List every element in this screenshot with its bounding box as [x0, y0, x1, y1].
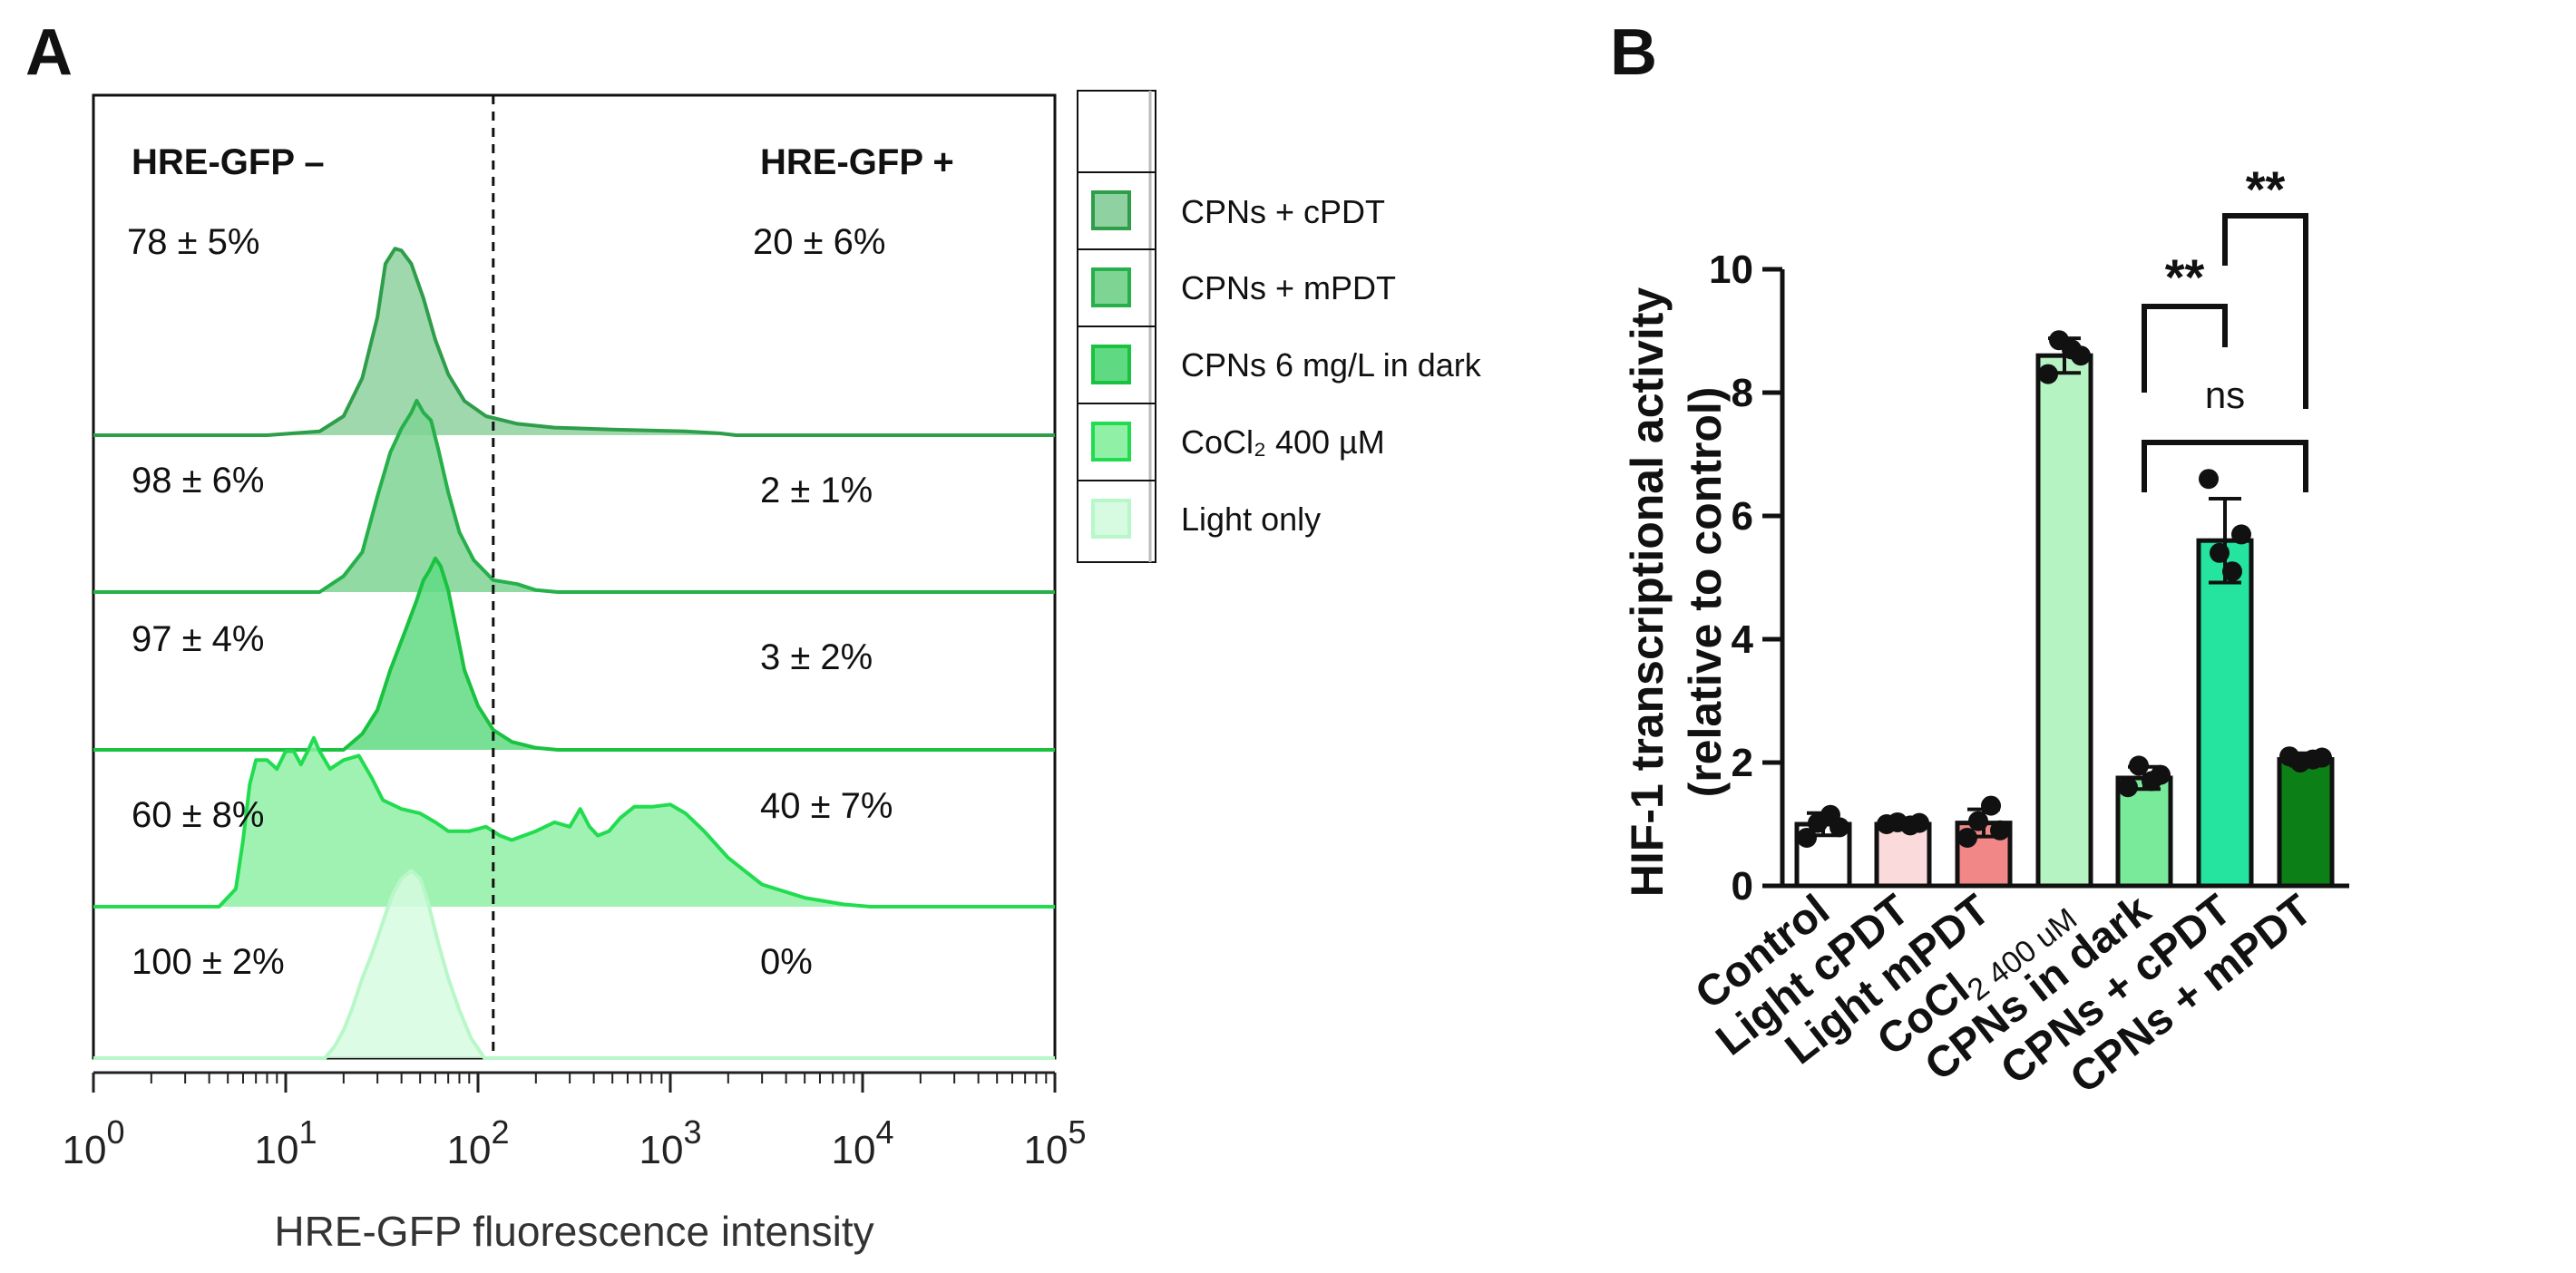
data-point: [1909, 812, 1929, 833]
data-point: [1990, 820, 2010, 841]
significance-label: **: [2246, 160, 2286, 218]
x-tick-label: 101: [255, 1113, 317, 1172]
y-tick-label: 6: [1732, 494, 1753, 539]
bar-6: [2196, 538, 2254, 889]
histogram-layers: [93, 247, 1055, 1060]
histogram-3: [93, 556, 1055, 752]
histogram-2: [93, 398, 1055, 594]
stat-neg-light: 100 ± 2%: [132, 942, 285, 982]
panel-b-significance: ** ** ns: [2142, 160, 2308, 492]
legend-label-cpdt: CPNs + cPDT: [1181, 193, 1385, 230]
legend-label-light: Light only: [1181, 500, 1321, 538]
gate-negative-label: HRE-GFP –: [132, 142, 325, 182]
data-point: [1830, 817, 1849, 838]
x-tick-label: 100: [63, 1113, 125, 1172]
legend-swatch-cocl2: [1091, 422, 1131, 462]
x-tick-label: 103: [639, 1113, 702, 1172]
data-point: [2210, 542, 2230, 563]
panel-b-bar-chart: HIF-1 transcriptional activity (relative…: [1622, 160, 2349, 1103]
stat-pos-dark: 3 ± 2%: [760, 637, 873, 677]
bar-4: [2035, 353, 2093, 889]
y-tick-label: 4: [1732, 617, 1754, 662]
x-tick-label: 104: [832, 1113, 894, 1172]
legend-swatch-mpdt: [1091, 267, 1131, 307]
histogram-1: [93, 247, 1055, 437]
data-point: [2312, 747, 2332, 768]
data-point: [2038, 364, 2058, 384]
legend-label-dark: CPNs 6 mg/L in dark: [1181, 346, 1482, 384]
histogram-4: [93, 735, 1055, 909]
y-tick-label: 0: [1732, 864, 1753, 909]
legend-swatch-dark: [1091, 345, 1131, 384]
data-point: [2118, 777, 2138, 798]
panel-a-letter: A: [25, 16, 73, 89]
significance-label: ns: [2205, 374, 2245, 416]
data-point: [1797, 827, 1817, 848]
stat-neg-mpdt: 98 ± 6%: [132, 461, 264, 500]
panel-a-histogram: HRE-GFP – HRE-GFP + 78 ± 5% 20 ± 6% 98 ±…: [63, 93, 1087, 1255]
panel-b-bars: [1794, 330, 2335, 889]
panel-a-x-axis-title: HRE-GFP fluorescence intensity: [274, 1208, 873, 1255]
stat-neg-dark: 97 ± 4%: [132, 619, 264, 659]
bar-2: [1874, 821, 1932, 889]
stat-neg-cpdt: 78 ± 5%: [127, 222, 259, 262]
stat-pos-cpdt: 20 ± 6%: [753, 222, 885, 262]
data-point: [1981, 795, 2001, 816]
panel-b-y-axis-title-1: HIF-1 transcriptional activity: [1622, 287, 1673, 898]
data-point: [1968, 811, 1988, 831]
legend-swatch-light: [1091, 499, 1131, 539]
x-tick-label: 102: [447, 1113, 510, 1172]
data-point: [1957, 827, 1977, 848]
data-point: [2199, 469, 2219, 490]
bar-7: [2277, 757, 2335, 889]
gate-positive-label: HRE-GFP +: [760, 142, 954, 182]
panel-a-legend: CPNs + cPDT CPNs + mPDT CPNs 6 mg/L in d…: [1077, 90, 1482, 563]
panel-b-letter: B: [1610, 16, 1657, 89]
y-tick-label: 10: [1709, 248, 1753, 292]
panel-b-y-axis-title-2: (relative to control): [1680, 387, 1731, 798]
legend-swatch-cpdt: [1091, 190, 1131, 230]
data-point: [2071, 345, 2091, 366]
stat-neg-cocl2: 60 ± 8%: [132, 795, 264, 835]
stat-pos-light: 0%: [760, 942, 813, 982]
data-point: [2222, 561, 2242, 582]
significance-label: **: [2165, 248, 2205, 306]
histogram-5: [93, 869, 1055, 1060]
legend-label-cocl2: CoCl₂ 400 µM: [1181, 423, 1385, 461]
y-tick-label: 2: [1732, 741, 1753, 785]
data-point: [2151, 764, 2171, 785]
data-point: [2231, 524, 2251, 545]
stat-pos-cocl2: 40 ± 7%: [760, 786, 893, 826]
x-tick-label: 105: [1024, 1113, 1087, 1172]
panel-a-x-axis: 100 101 102 103 104 105: [63, 1071, 1087, 1172]
y-tick-label: 8: [1732, 371, 1753, 415]
legend-label-mpdt: CPNs + mPDT: [1181, 269, 1396, 306]
stat-pos-mpdt: 2 ± 1%: [760, 471, 873, 510]
data-point: [2129, 755, 2149, 776]
